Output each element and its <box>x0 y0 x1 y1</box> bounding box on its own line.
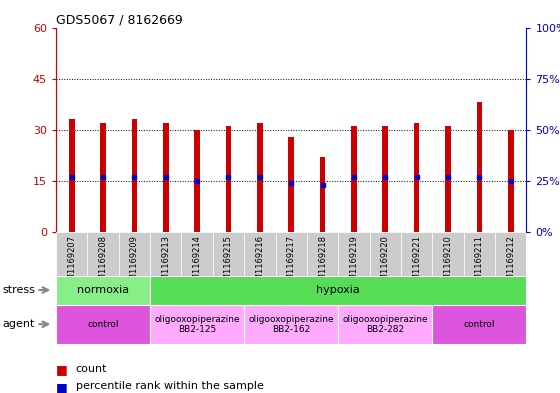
Bar <box>382 126 388 232</box>
Bar <box>401 232 432 277</box>
Bar <box>307 232 338 277</box>
Text: oligooxopiperazine
BB2-282: oligooxopiperazine BB2-282 <box>343 314 428 334</box>
Bar <box>213 232 244 277</box>
Bar <box>150 276 526 305</box>
Text: ■: ■ <box>56 381 68 393</box>
Bar <box>414 123 419 232</box>
Bar <box>338 232 370 277</box>
Text: ■: ■ <box>56 364 68 376</box>
Text: normoxia: normoxia <box>77 285 129 296</box>
Bar <box>508 130 514 232</box>
Text: GSM1169214: GSM1169214 <box>193 235 202 291</box>
Bar <box>320 157 325 232</box>
Bar <box>69 119 74 232</box>
Text: control: control <box>87 320 119 329</box>
Text: GSM1169212: GSM1169212 <box>506 235 515 291</box>
Bar <box>257 123 263 232</box>
Bar <box>56 276 150 305</box>
Bar <box>244 305 338 344</box>
Bar <box>56 305 150 344</box>
Text: GSM1169219: GSM1169219 <box>349 235 358 291</box>
Bar <box>100 123 106 232</box>
Text: oligooxopiperazine
BB2-125: oligooxopiperazine BB2-125 <box>155 314 240 334</box>
Bar <box>351 126 357 232</box>
Text: oligooxopiperazine
BB2-162: oligooxopiperazine BB2-162 <box>249 314 334 334</box>
Bar <box>276 232 307 277</box>
Bar <box>495 232 526 277</box>
Bar <box>464 232 495 277</box>
Bar <box>150 305 244 344</box>
Text: GSM1169210: GSM1169210 <box>444 235 452 291</box>
Text: agent: agent <box>3 319 35 329</box>
Bar <box>119 232 150 277</box>
Text: count: count <box>76 364 107 373</box>
Text: stress: stress <box>3 285 36 296</box>
Text: GDS5067 / 8162669: GDS5067 / 8162669 <box>56 14 183 27</box>
Bar <box>432 232 464 277</box>
Bar <box>432 305 526 344</box>
Text: GSM1169218: GSM1169218 <box>318 235 327 292</box>
Bar <box>181 232 213 277</box>
Bar <box>370 232 401 277</box>
Bar <box>132 119 137 232</box>
Text: GSM1169221: GSM1169221 <box>412 235 421 291</box>
Text: GSM1169215: GSM1169215 <box>224 235 233 291</box>
Text: GSM1169213: GSM1169213 <box>161 235 170 292</box>
Bar <box>163 123 169 232</box>
Text: GSM1169207: GSM1169207 <box>67 235 76 292</box>
Text: GSM1169209: GSM1169209 <box>130 235 139 291</box>
Text: percentile rank within the sample: percentile rank within the sample <box>76 381 263 391</box>
Text: GSM1169216: GSM1169216 <box>255 235 264 292</box>
Bar <box>338 305 432 344</box>
Bar <box>150 232 181 277</box>
Bar <box>87 232 119 277</box>
Text: GSM1169211: GSM1169211 <box>475 235 484 291</box>
Text: control: control <box>464 320 495 329</box>
Text: GSM1169208: GSM1169208 <box>99 235 108 292</box>
Text: hypoxia: hypoxia <box>316 285 360 296</box>
Bar <box>226 126 231 232</box>
Bar <box>288 136 294 232</box>
Bar <box>477 103 482 232</box>
Bar <box>445 126 451 232</box>
Bar <box>244 232 276 277</box>
Text: GSM1169220: GSM1169220 <box>381 235 390 291</box>
Bar <box>56 232 87 277</box>
Text: GSM1169217: GSM1169217 <box>287 235 296 292</box>
Bar <box>194 130 200 232</box>
